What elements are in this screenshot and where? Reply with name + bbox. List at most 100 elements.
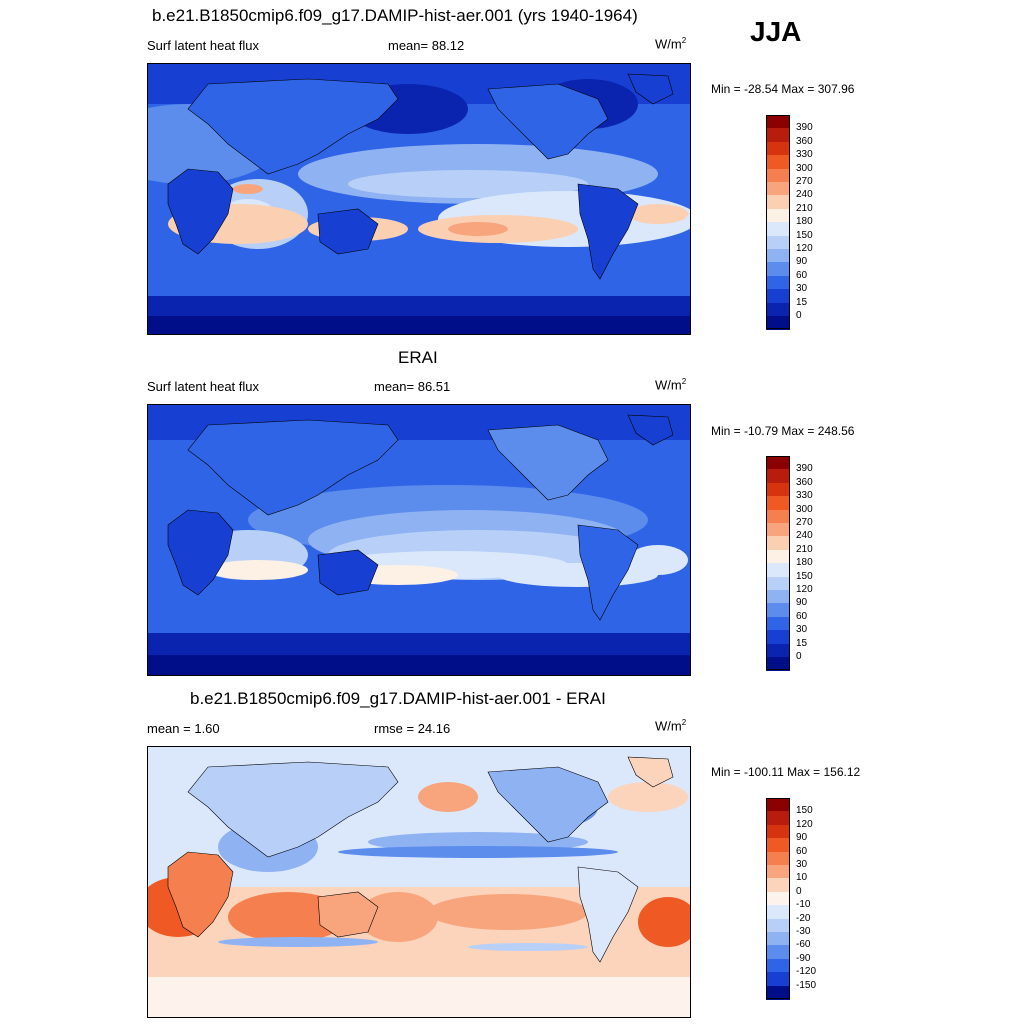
colorbar-swatch (766, 469, 790, 484)
panel-3-title: b.e21.B1850cmip6.f09_g17.DAMIP-hist-aer.… (190, 689, 606, 708)
panel-2-units-base: W/m (655, 377, 682, 393)
panel-3-map-field (148, 747, 690, 1017)
colorbar-swatch (766, 798, 790, 812)
panel-1-variable-label: Surf latent heat flux (147, 38, 260, 53)
colorbar-tick-label: 390 (796, 122, 813, 134)
panel-3-rmse-label: rmse = 24.16 (374, 721, 451, 736)
colorbar-tick-label: 270 (796, 176, 813, 187)
colorbar-swatch (766, 657, 790, 671)
colorbar-swatch (766, 195, 790, 210)
colorbar-swatch (766, 182, 790, 196)
colorbar-tick-label: -60 (796, 939, 811, 951)
colorbar-swatch (766, 509, 790, 524)
season-label: JJA (750, 16, 802, 47)
colorbar-frame (766, 798, 790, 999)
colorbar-swatch (766, 168, 790, 183)
colorbar-swatch (766, 576, 790, 591)
colorbar-tick-label: 0 (796, 885, 802, 897)
colorbar-swatch (766, 918, 790, 933)
colorbar-swatch (766, 141, 790, 156)
colorbar-tick-label: 120 (796, 818, 813, 830)
colorbar-tick-label: -150 (796, 979, 817, 991)
colorbar-swatch (766, 523, 790, 537)
colorbar-tick-label: 15 (796, 296, 808, 308)
panel-3-mean-label: mean = 1.60 (147, 721, 220, 736)
colorbar-swatch (766, 958, 790, 973)
colorbar-swatch (766, 811, 790, 826)
panel-1-mean-label: mean= 88.12 (388, 38, 465, 53)
colorbar-swatch (766, 878, 790, 893)
colorbar-swatch (766, 985, 790, 1000)
colorbar-tick-label: 180 (796, 557, 813, 569)
colorbar-tick-label: 0 (796, 651, 802, 662)
colorbar-tick-label: 150 (796, 570, 813, 582)
colorbar-tick-label: -20 (796, 912, 811, 924)
colorbar-swatch (766, 249, 790, 263)
colorbar-swatch (766, 289, 790, 304)
colorbar-tick-label: -10 (796, 899, 811, 911)
colorbar-tick-label: 150 (796, 229, 813, 241)
colorbar-swatch (766, 945, 790, 960)
colorbar-tick-label: 270 (796, 517, 813, 528)
panel-2-map (147, 404, 691, 676)
colorbar-tick-label: 10 (796, 872, 808, 884)
colorbar-swatch (766, 316, 790, 330)
colorbar-swatch (766, 563, 790, 578)
panel-1-title: b.e21.B1850cmip6.f09_g17.DAMIP-hist-aer.… (152, 6, 638, 25)
colorbar-tick-label: 0 (796, 310, 802, 321)
colorbar-tick-label: 60 (796, 610, 808, 622)
panel-2-minmax: Min = -10.79 Max = 248.56 (711, 424, 855, 438)
panel-2-units: W/m2 (655, 377, 686, 392)
colorbar-swatch (766, 208, 790, 223)
colorbar-tick-label: 15 (796, 637, 808, 649)
colorbar-tick-label: 90 (796, 256, 808, 268)
colorbar-swatch (766, 865, 790, 879)
colorbar-swatch (766, 643, 790, 658)
colorbar-tick-label: 90 (796, 832, 808, 844)
colorbar-tick-label: 30 (796, 859, 808, 870)
colorbar-tick-label: 330 (796, 149, 813, 161)
panel-3-minmax: Min = -100.11 Max = 156.12 (711, 765, 861, 779)
panel-2-variable-label: Surf latent heat flux (147, 379, 260, 394)
colorbar-frame (766, 115, 790, 330)
colorbar-swatch (766, 590, 790, 604)
colorbar-tick-label: 30 (796, 283, 808, 295)
colorbar-swatch (766, 302, 790, 317)
colorbar-tick-label: 240 (796, 530, 813, 542)
colorbar-swatch (766, 891, 790, 906)
colorbar-swatch (766, 603, 790, 618)
panel-1-units-base: W/m (655, 36, 682, 52)
panel-1-minmax: Min = -28.54 Max = 307.96 (711, 82, 855, 96)
colorbar-tick-label: 90 (796, 597, 808, 609)
panel-3-units: W/m2 (655, 718, 686, 733)
colorbar-tick-label: 180 (796, 216, 813, 228)
colorbar-swatch (766, 824, 790, 839)
panel-1-map (147, 63, 691, 335)
colorbar-swatch (766, 235, 790, 250)
colorbar-tick-label: 60 (796, 845, 808, 857)
colorbar-tick-label: 360 (796, 476, 813, 488)
panel-2-map-field (148, 405, 690, 675)
panel-2-title: ERAI (398, 348, 438, 367)
colorbar-tick-label: 60 (796, 269, 808, 281)
colorbar-swatch (766, 222, 790, 237)
colorbar-tick-label: -30 (796, 926, 811, 937)
colorbar-tick-label: 330 (796, 490, 813, 502)
colorbar-tick-label: 300 (796, 162, 813, 174)
panel-1-units-exp: 2 (681, 36, 687, 45)
colorbar-swatch (766, 128, 790, 143)
colorbar-tick-label: 240 (796, 189, 813, 201)
colorbar-tick-label: 120 (796, 243, 813, 254)
colorbar-swatch (766, 275, 790, 290)
colorbar-tick-label: -120 (796, 966, 817, 978)
colorbar-swatch (766, 115, 790, 129)
panel-3-units-exp: 2 (681, 718, 687, 727)
panel-2-mean-label: mean= 86.51 (374, 379, 451, 394)
colorbar-swatch (766, 905, 790, 920)
colorbar-tick-label: -90 (796, 952, 811, 964)
colorbar-swatch (766, 838, 790, 853)
colorbar-swatch (766, 972, 790, 987)
colorbar-swatch (766, 482, 790, 497)
colorbar-swatch (766, 496, 790, 511)
colorbar-swatch (766, 851, 790, 866)
